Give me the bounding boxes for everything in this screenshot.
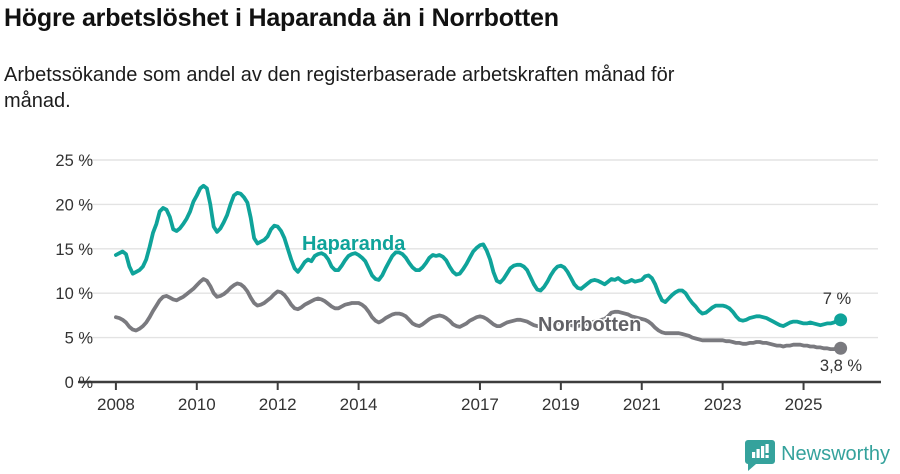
norrbotten-end-value: 3,8 % — [820, 357, 863, 375]
y-tick-label-5: 5 % — [65, 330, 94, 348]
speech-bubble-shape — [745, 440, 776, 471]
newsworthy-logo-icon — [745, 440, 776, 471]
exclamation-stem — [765, 444, 769, 453]
x-tick-label-2017: 2017 — [461, 395, 499, 414]
haparanda-line — [114, 183, 843, 329]
norrbotten-end-dot — [834, 341, 848, 355]
y-tick-label-15: 15 % — [55, 241, 93, 259]
norrbotten-series-label: Norrbotten — [538, 314, 641, 336]
brand-footer: Newsworthy — [745, 438, 890, 471]
brand-name: Newsworthy — [781, 443, 890, 465]
series-inline-labels: Haparanda Norrbotten — [302, 233, 643, 338]
bar-2 — [756, 449, 760, 458]
x-tick-label-2012: 2012 — [259, 395, 297, 414]
haparanda-end-dot — [834, 313, 848, 327]
axis-tick-labels: 0 % 5 % 10 % 15 % 20 % 25 % 2008 2010 2012 2014 20… — [55, 152, 822, 414]
haparanda-end-value: 7 % — [823, 290, 852, 308]
y-tick-label-25: 25 % — [55, 152, 93, 170]
x-tick-label-2010: 2010 — [178, 395, 216, 414]
x-tick-label-2025: 2025 — [785, 395, 823, 414]
bar-3 — [761, 446, 765, 458]
x-tick-label-2019: 2019 — [542, 395, 580, 414]
x-tick-label-2021: 2021 — [623, 395, 661, 414]
x-tick-label-2023: 2023 — [704, 395, 742, 414]
x-tick-label-2014: 2014 — [340, 395, 378, 414]
norrbotten-line — [114, 277, 843, 352]
y-tick-label-10: 10 % — [55, 285, 93, 303]
haparanda-series-label: Haparanda — [302, 233, 406, 255]
y-tick-label-0: 0 % — [65, 374, 94, 392]
x-axis — [78, 380, 881, 390]
x-tick-label-2008: 2008 — [97, 395, 135, 414]
page-title: Högre arbetslöshet i Haparanda än i Norr… — [4, 4, 559, 32]
y-tick-label-20: 20 % — [55, 196, 93, 214]
end-value-labels: 7 % 3,8 % — [820, 290, 863, 375]
chart-subtitle: Arbetssökande som andel av den registerb… — [4, 64, 675, 113]
data-series — [114, 183, 848, 355]
bar-1 — [752, 452, 756, 458]
exclamation-dot — [765, 455, 769, 458]
